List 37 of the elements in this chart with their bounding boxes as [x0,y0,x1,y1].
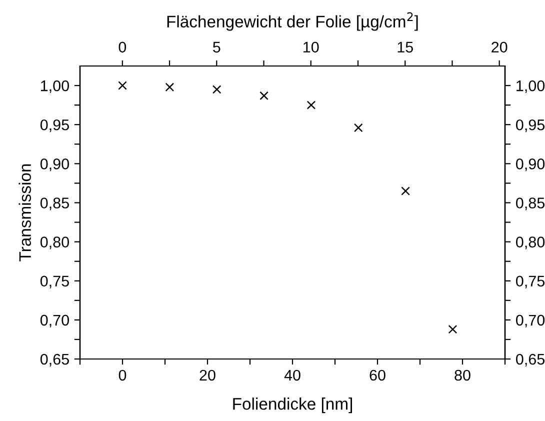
x-tick-label: 60 [370,370,386,381]
y2-tick-label: 0,70 [516,314,545,328]
point [118,81,127,90]
y-tick-label: 0,95 [40,119,69,132]
y-tick-label: 0,75 [40,276,69,288]
y-tick-label: 0,80 [40,236,69,250]
y2-tick-label: 0,90 [516,158,545,172]
x2-tick-label: 20 [492,42,508,53]
y2-tick-label: 0,75 [516,276,545,288]
point [401,186,410,196]
y-tick-label: 0,90 [40,158,69,172]
point [448,324,458,334]
x2-tick-label: 0 [118,42,126,53]
y2-tick-label: 0,80 [516,236,545,250]
point [212,85,222,94]
point [260,91,268,100]
x-tick-label: 40 [284,370,300,381]
y-tick-label: 0,65 [40,354,69,366]
x-tick-label: 20 [200,370,216,381]
point [354,123,363,132]
x-axis-title: Foliendicke [nm] [233,398,352,414]
y-tick-label: 0,70 [40,314,69,328]
y2-tick-label: 0,95 [516,119,545,132]
point [306,100,316,110]
x2-tick-label: 5 [213,42,220,53]
x2-tick-label: 10 [304,42,319,53]
point [165,82,174,92]
y-tick-label: 1,00 [41,80,69,94]
y2-tick-label: 0,65 [516,354,545,366]
x-tick-label: 0 [118,370,126,381]
y2-tick-label: 1,00 [516,80,545,94]
y2-tick-label: 0,85 [516,198,545,210]
y-axis-title: Transmission [18,164,31,262]
y-tick-label: 0,85 [40,198,69,210]
x2-axis-title: Flächengewicht der Folie [µg/cm$^{2}$] [167,12,418,31]
x2-tick-label: 15 [398,42,413,53]
x-tick-label: 80 [454,370,470,381]
